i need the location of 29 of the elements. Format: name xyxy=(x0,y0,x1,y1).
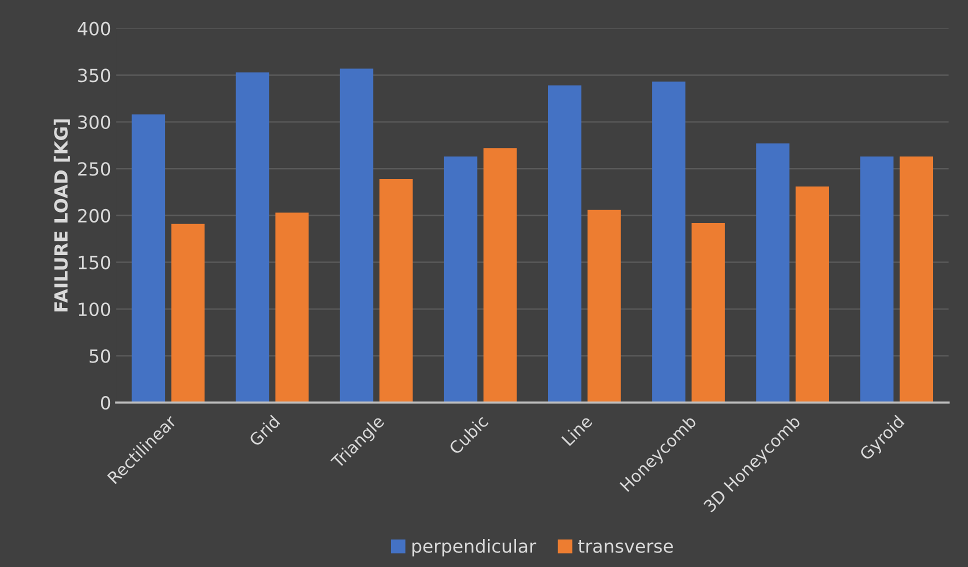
bar xyxy=(483,148,517,403)
y-tick-label: 250 xyxy=(78,162,110,176)
y-axis-title: FAILURE LOAD [KG] xyxy=(54,119,70,312)
bar xyxy=(652,82,686,403)
bar xyxy=(171,224,205,403)
y-tick-label: 400 xyxy=(78,22,110,36)
bar xyxy=(900,156,934,403)
bar xyxy=(692,222,725,403)
y-tick-label: 300 xyxy=(78,115,110,130)
y-tick-label: 200 xyxy=(78,208,110,223)
bar xyxy=(860,156,894,403)
bar xyxy=(548,85,582,403)
bar xyxy=(275,212,309,403)
legend-label: transverse xyxy=(578,540,673,553)
bar xyxy=(132,114,166,403)
bar xyxy=(340,68,374,403)
y-tick-label: 100 xyxy=(78,302,110,316)
bar xyxy=(379,178,413,403)
y-tick-label: 150 xyxy=(78,256,110,270)
bar xyxy=(236,72,270,403)
y-tick-label: 0 xyxy=(101,396,110,410)
y-tick-label: 350 xyxy=(78,68,110,82)
y-tick-label: 50 xyxy=(90,349,110,363)
legend-label: perpendicular xyxy=(412,538,536,556)
x-tick-label: Line xyxy=(561,414,593,446)
bar xyxy=(588,210,621,403)
bar xyxy=(756,143,790,403)
bar xyxy=(796,186,829,403)
bar xyxy=(444,156,478,403)
